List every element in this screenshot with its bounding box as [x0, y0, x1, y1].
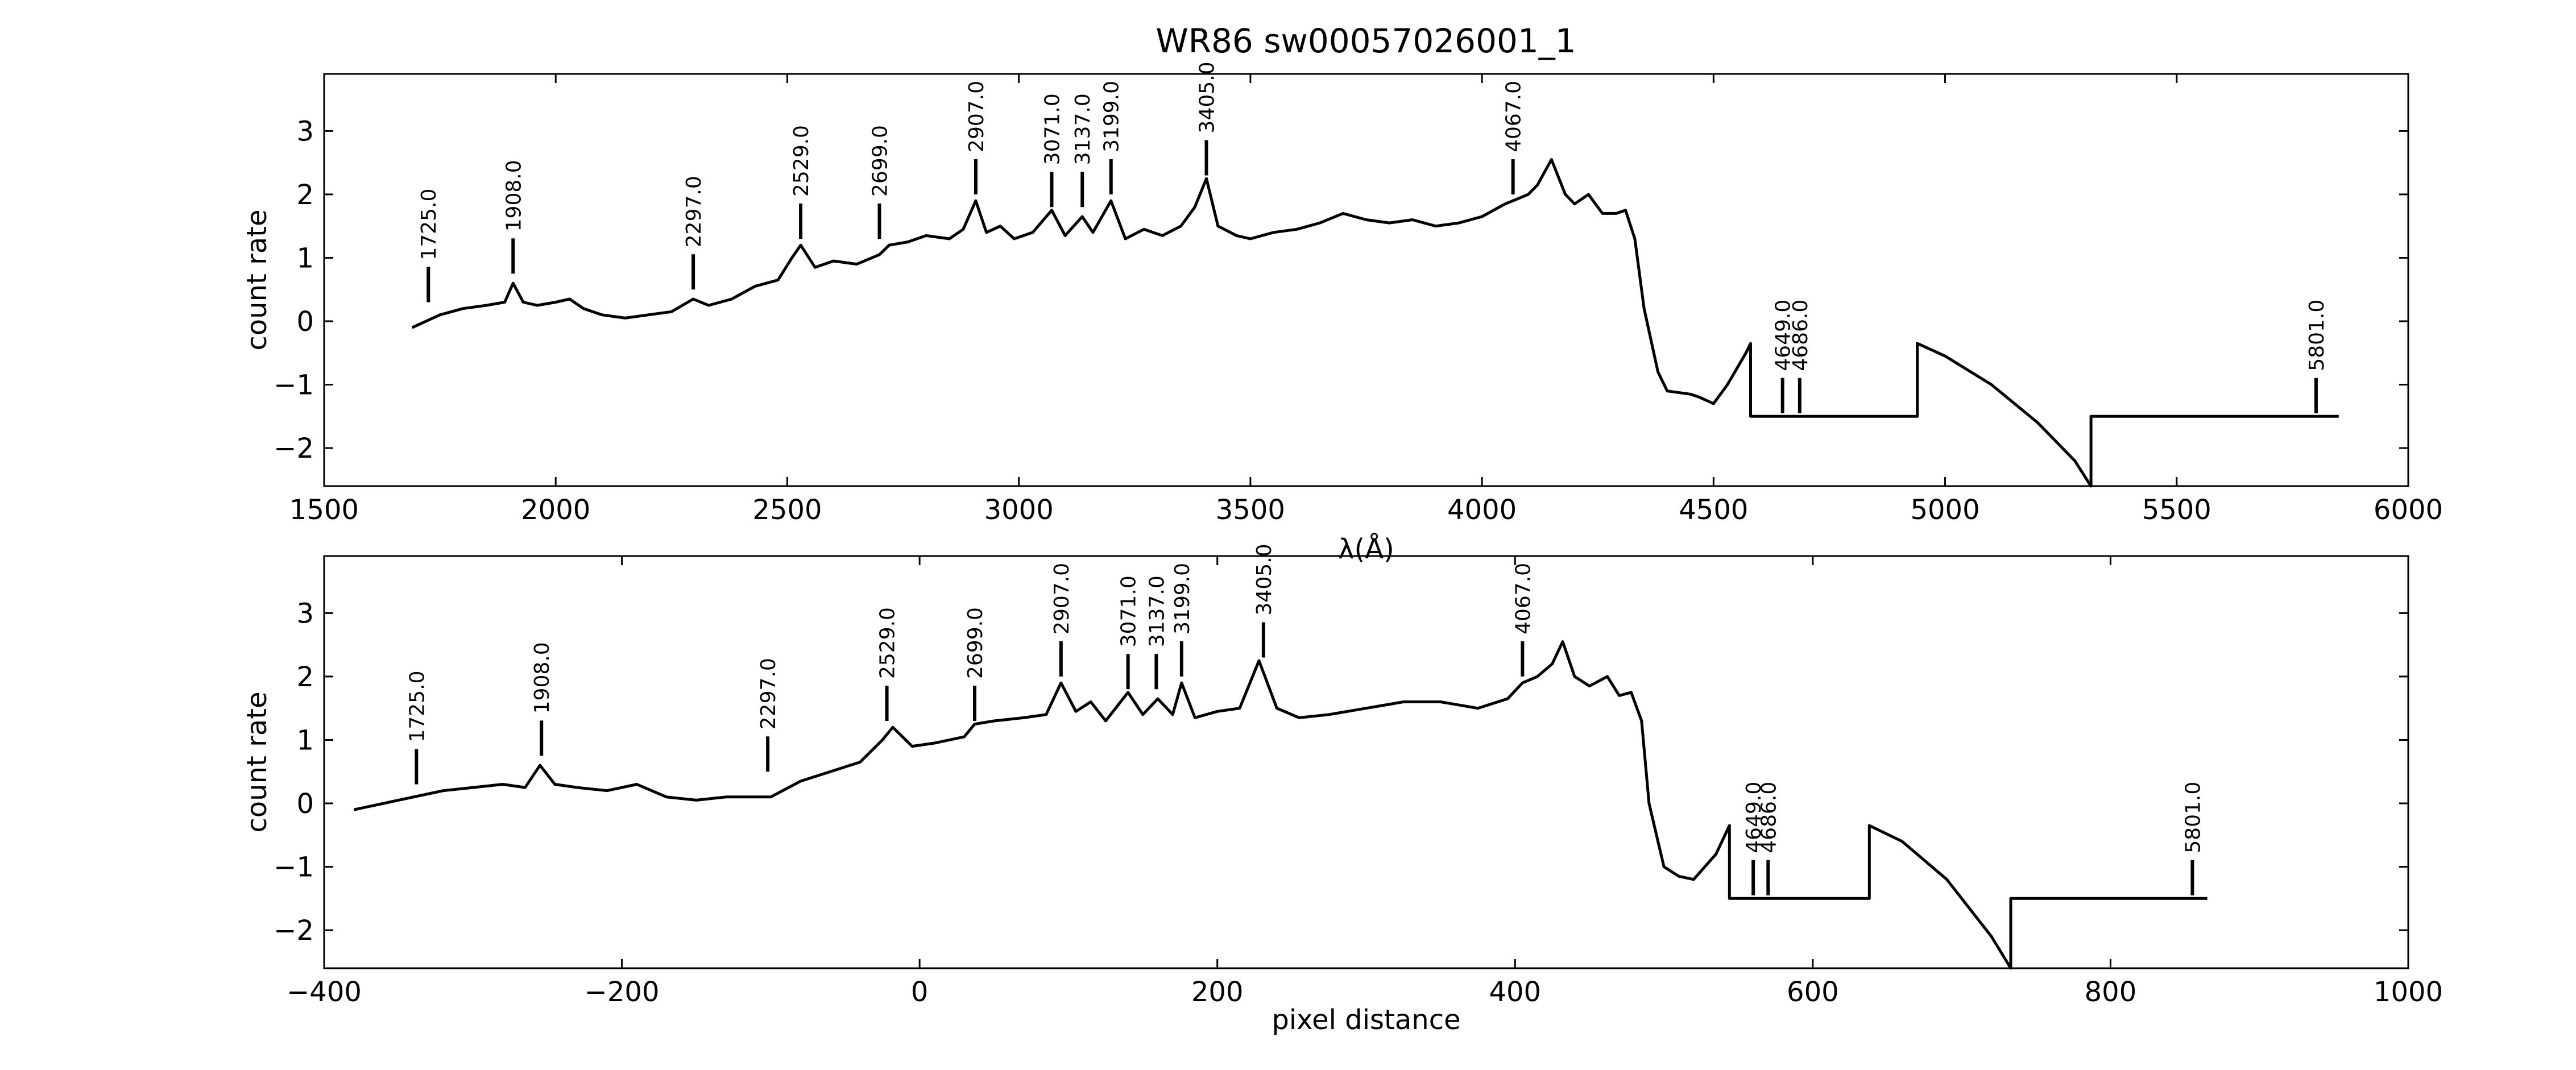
pixel-distance-panel: −400 −200 0 200 400 600 800 1000 −2 −1 0 1 2 3 pixel d…	[241, 544, 2443, 1036]
wavelength-y-axis-label: count rate	[241, 209, 273, 350]
line-label: 3405.0	[1253, 544, 1276, 615]
line-label: 4067.0	[1502, 81, 1526, 152]
line-label: 2907.0	[965, 81, 988, 152]
x-tick-label: −400	[287, 976, 362, 1008]
x-tick-label: 400	[1489, 976, 1541, 1008]
wavelength-plot-frame	[323, 73, 2409, 487]
line-label: 5801.0	[2305, 300, 2329, 371]
y-tick-label: 0	[296, 306, 314, 338]
y-tick-label: 3	[296, 598, 314, 629]
x-tick-label: 6000	[2374, 494, 2443, 526]
x-tick-label: 800	[2085, 976, 2137, 1008]
line-label: 2907.0	[1050, 563, 1074, 634]
pixel-distance-spectrum-line	[353, 640, 2208, 970]
figure-title: WR86 sw00057026001_1	[1156, 22, 1576, 60]
line-label: 4067.0	[1511, 563, 1535, 634]
wavelength-panel: 1500 2000 2500 3000 3500 4000 4500 5000 5500 6000…	[241, 61, 2443, 565]
y-tick-label: −1	[274, 852, 314, 884]
line-label: 3405.0	[1196, 61, 1219, 133]
x-tick-label: 3000	[984, 494, 1054, 526]
x-tick-label: 5500	[2142, 494, 2211, 526]
line-label: 3071.0	[1041, 93, 1064, 165]
line-label: 4649.0	[1742, 782, 1766, 853]
line-label: 4686.0	[1789, 300, 1812, 371]
line-label: 2529.0	[790, 125, 813, 197]
x-tick-label: 600	[1787, 976, 1839, 1008]
line-label: 3137.0	[1145, 575, 1169, 647]
pixel-distance-x-axis-label: pixel distance	[1272, 1004, 1460, 1036]
line-label: 4686.0	[1757, 782, 1780, 853]
x-tick-label: 1000	[2374, 976, 2443, 1008]
y-tick-label: 1	[296, 724, 314, 756]
line-label: 1725.0	[417, 189, 441, 260]
wavelength-x-axis-label: λ(Å)	[1338, 533, 1394, 565]
line-label: 2529.0	[876, 607, 900, 679]
x-tick-label: 5000	[1910, 494, 1979, 526]
pixel-distance-plot-frame	[323, 555, 2409, 969]
x-tick-label: 3500	[1216, 494, 1285, 526]
x-tick-label: 4500	[1679, 494, 1748, 526]
wavelength-spectrum-line	[411, 158, 2339, 488]
line-label: 2699.0	[964, 607, 987, 679]
y-tick-label: 1	[296, 242, 314, 274]
y-tick-label: −1	[274, 370, 314, 401]
line-label: 2297.0	[682, 176, 706, 247]
y-tick-label: 2	[296, 179, 314, 211]
x-tick-label: −200	[585, 976, 660, 1008]
line-label: 4649.0	[1772, 300, 1795, 371]
y-tick-label: −2	[274, 433, 314, 465]
line-label: 1725.0	[405, 671, 429, 743]
line-label: 1908.0	[531, 642, 554, 714]
line-label: 3199.0	[1100, 81, 1124, 152]
line-label: 3199.0	[1171, 563, 1194, 634]
line-label: 2699.0	[869, 125, 892, 197]
x-tick-label: 2000	[521, 494, 590, 526]
line-label: 3137.0	[1071, 93, 1095, 165]
x-tick-label: 4000	[1447, 494, 1517, 526]
pixel-distance-y-axis-label: count rate	[241, 691, 273, 832]
y-tick-label: −2	[274, 915, 314, 947]
y-tick-label: 3	[296, 115, 314, 147]
x-tick-label: 200	[1191, 976, 1244, 1008]
line-label: 5801.0	[2181, 782, 2205, 853]
line-label: 3071.0	[1117, 575, 1141, 647]
x-tick-label: 1500	[289, 494, 359, 526]
y-tick-label: 2	[296, 661, 314, 693]
y-tick-label: 0	[296, 788, 314, 820]
x-tick-label: 2500	[752, 494, 822, 526]
line-label: 2297.0	[757, 658, 780, 729]
line-label: 1908.0	[502, 160, 525, 231]
x-tick-label: 0	[911, 976, 929, 1008]
